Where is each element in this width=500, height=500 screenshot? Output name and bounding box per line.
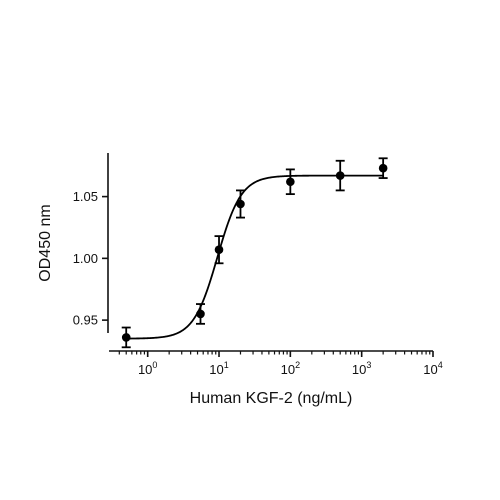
data-point	[285, 168, 295, 196]
axes: 0.951.001.05 100 101 102 103 104	[73, 153, 443, 377]
point-marker	[335, 171, 345, 180]
data-point	[335, 159, 345, 192]
point-marker	[121, 333, 131, 342]
data-point	[195, 303, 205, 325]
x-tick-base: 10	[352, 362, 366, 377]
point-marker	[196, 309, 205, 319]
x-tick-exponent: 4	[438, 360, 443, 370]
fit-curve	[126, 174, 384, 340]
x-tick-exponent: 2	[295, 360, 300, 370]
point-marker	[214, 245, 224, 255]
x-axis-title: Human KGF-2 (ng/mL)	[190, 390, 353, 407]
x-tick-base: 10	[281, 362, 295, 377]
y-axis-title: OD450 nm	[37, 204, 54, 281]
y-tick-label: 1.05	[73, 189, 98, 204]
y-axis-ticks: 0.95 1.00 1.05	[73, 189, 108, 328]
data-point	[214, 235, 224, 265]
plot-area	[121, 157, 388, 349]
x-tick-base: 10	[423, 362, 437, 377]
x-tick-label: 102	[281, 360, 300, 377]
x-axis-ticks: 100 101 102 103 104	[118, 351, 443, 377]
data-points	[121, 157, 388, 349]
point-marker	[378, 163, 388, 173]
data-point	[235, 189, 245, 219]
point-marker	[286, 177, 295, 187]
x-tick-label: 100	[138, 360, 157, 377]
x-tick-base: 10	[209, 362, 223, 377]
x-tick-exponent: 0	[152, 360, 157, 370]
x-tick-exponent: 1	[224, 360, 229, 370]
x-tick-label: 104	[423, 360, 442, 377]
y-tick-label: 1.00	[73, 251, 98, 266]
x-tick-label: 101	[209, 360, 228, 377]
x-tick-label: 103	[352, 360, 371, 377]
point-marker	[236, 199, 245, 209]
data-point	[378, 157, 388, 179]
x-tick-exponent: 3	[366, 360, 371, 370]
y-tick-label: 0.95	[73, 313, 98, 328]
data-point	[121, 326, 131, 349]
x-tick-base: 10	[138, 362, 152, 377]
